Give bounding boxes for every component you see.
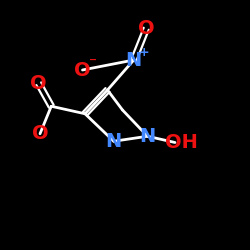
- Text: O: O: [138, 19, 154, 38]
- Text: O: O: [74, 60, 91, 80]
- Text: OH: OH: [165, 133, 198, 152]
- Text: N: N: [106, 132, 122, 151]
- Text: N: N: [140, 127, 156, 146]
- Text: O: O: [30, 74, 47, 93]
- Text: +: +: [138, 46, 149, 60]
- Text: N: N: [126, 50, 142, 70]
- Text: O: O: [32, 124, 48, 143]
- Text: ⁻: ⁻: [89, 56, 97, 71]
